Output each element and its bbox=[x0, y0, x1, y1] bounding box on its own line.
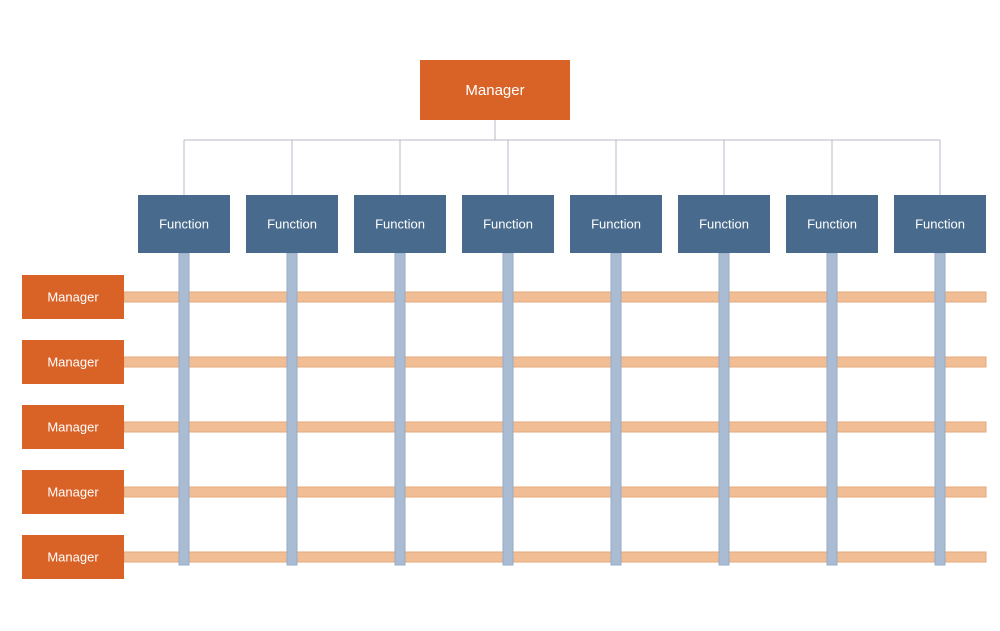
function-label: Function bbox=[807, 216, 857, 231]
top-manager-label: Manager bbox=[465, 82, 524, 99]
matrix-column-bar bbox=[611, 253, 621, 565]
side-manager-label: Manager bbox=[47, 549, 99, 564]
matrix-column-bar bbox=[395, 253, 405, 565]
matrix-row-bar bbox=[124, 422, 986, 432]
function-label: Function bbox=[915, 216, 965, 231]
matrix-row-bar bbox=[124, 357, 986, 367]
matrix-row-bar bbox=[124, 552, 986, 562]
matrix-column-bar bbox=[179, 253, 189, 565]
matrix-column-bar bbox=[935, 253, 945, 565]
matrix-row-bar bbox=[124, 487, 986, 497]
matrix-column-bar bbox=[827, 253, 837, 565]
function-label: Function bbox=[375, 216, 425, 231]
side-manager-label: Manager bbox=[47, 354, 99, 369]
matrix-column-bar bbox=[503, 253, 513, 565]
side-manager-label: Manager bbox=[47, 419, 99, 434]
function-label: Function bbox=[591, 216, 641, 231]
function-label: Function bbox=[483, 216, 533, 231]
matrix-column-bar bbox=[719, 253, 729, 565]
matrix-column-bar bbox=[287, 253, 297, 565]
side-manager-label: Manager bbox=[47, 484, 99, 499]
function-label: Function bbox=[699, 216, 749, 231]
matrix-row-bar bbox=[124, 292, 986, 302]
matrix-org-chart: Manager Function Function Function Function F… bbox=[0, 0, 1000, 631]
function-label: Function bbox=[267, 216, 317, 231]
function-label: Function bbox=[159, 216, 209, 231]
side-manager-label: Manager bbox=[47, 289, 99, 304]
